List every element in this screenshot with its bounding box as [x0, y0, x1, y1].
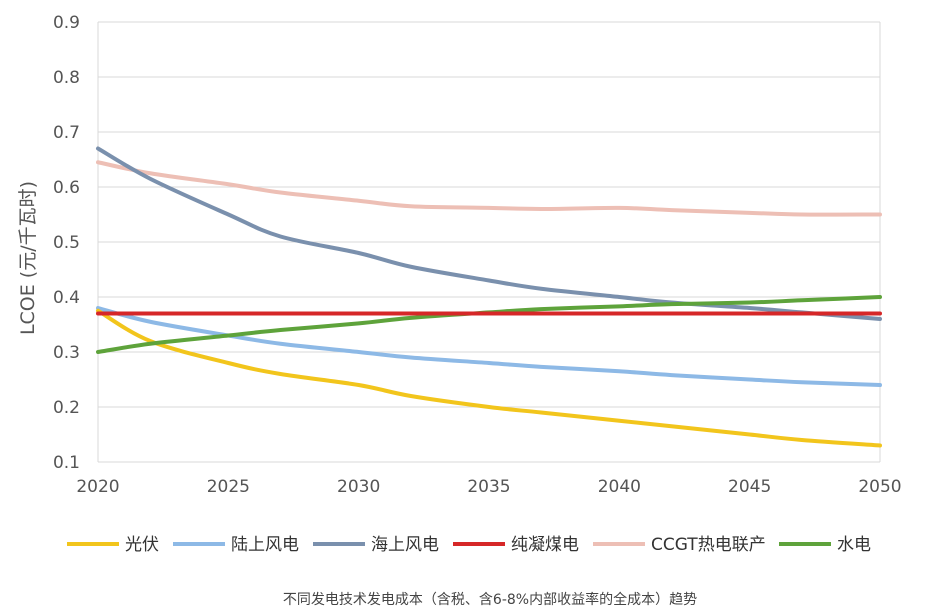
y-axis-label: LCOE (元/千瓦时)	[17, 181, 39, 335]
legend-label-2: 海上风电	[371, 535, 439, 555]
y-tick-label: 0.1	[53, 453, 80, 473]
y-tick-label: 0.3	[53, 343, 80, 363]
y-tick-label: 0.2	[53, 398, 80, 418]
x-tick-label: 2035	[467, 477, 510, 497]
legend-label-3: 纯凝煤电	[511, 535, 579, 555]
legend-label-4: CCGT热电联产	[651, 535, 766, 555]
grid-layer	[97, 21, 881, 463]
x-tick-label: 2030	[337, 477, 380, 497]
y-tick-label: 0.5	[53, 233, 80, 253]
y-tick-label: 0.7	[53, 123, 80, 143]
y-tick-label: 0.8	[53, 68, 80, 88]
series-layer	[96, 146, 882, 448]
legend-label-0: 光伏	[125, 535, 159, 555]
series-line-4	[96, 160, 882, 217]
y-tick-label: 0.4	[53, 288, 80, 308]
legend-label-1: 陆上风电	[231, 535, 299, 555]
series-line-2	[96, 146, 882, 321]
x-tick-label: 2045	[728, 477, 771, 497]
series-line-5	[96, 295, 882, 354]
axis-layer: 0.1 0.2 0.3 0.4 0.5 0.6 0.7 0.8 0.9 2020 2025 2030 2…	[53, 13, 902, 497]
chart-caption: 不同发电技术发电成本（含税、含6-8%内部收益率的全成本）趋势	[283, 591, 697, 608]
y-tick-label: 0.6	[53, 178, 80, 198]
legend: 光伏 陆上风电 海上风电 纯凝煤电 CCGT热电联产 水电	[67, 535, 871, 555]
legend-label-5: 水电	[837, 535, 871, 555]
y-tick-label: 0.9	[53, 13, 80, 33]
x-tick-label: 2040	[598, 477, 641, 497]
series-line-1	[96, 306, 882, 387]
x-tick-label: 2025	[207, 477, 250, 497]
series-line-0	[96, 308, 882, 448]
x-tick-label: 2050	[858, 477, 901, 497]
x-tick-label: 2020	[76, 477, 119, 497]
